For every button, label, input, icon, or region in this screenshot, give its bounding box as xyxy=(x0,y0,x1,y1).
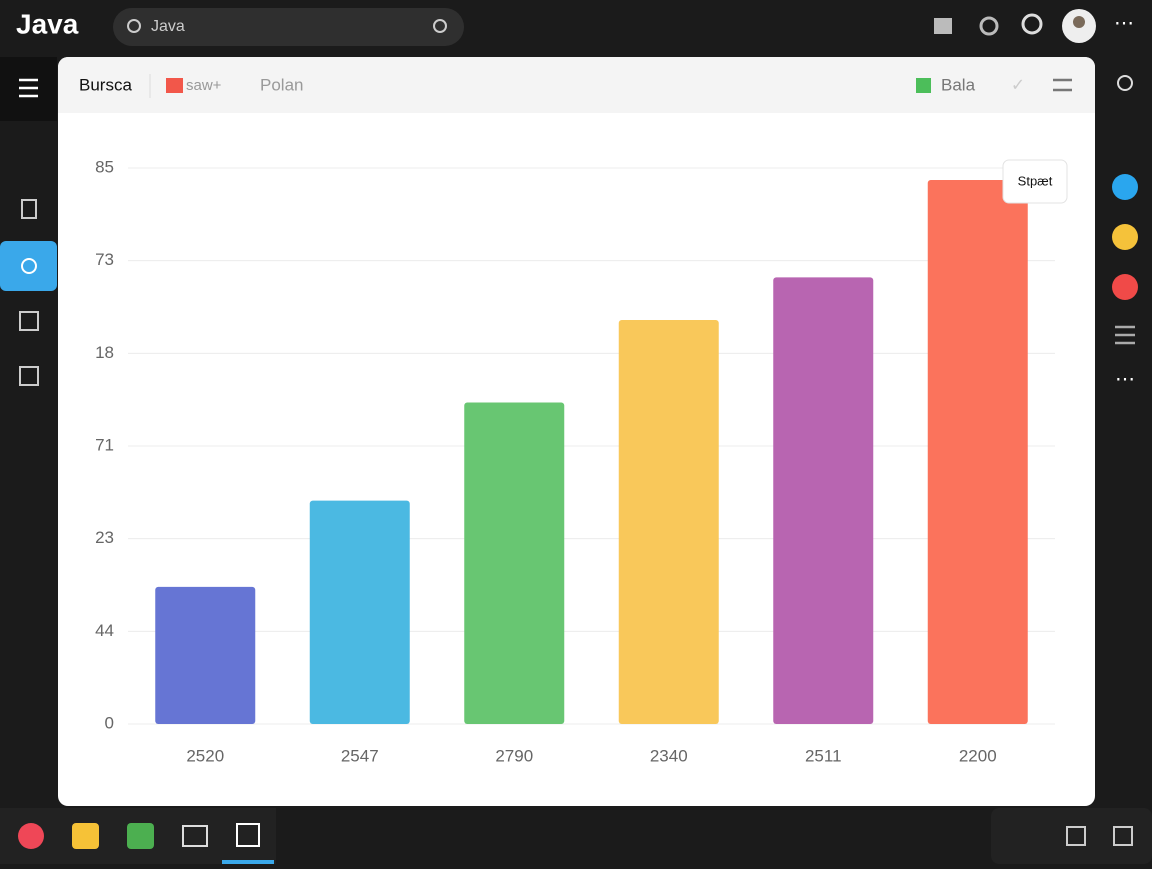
bar xyxy=(618,319,719,724)
toolbar-icon[interactable] xyxy=(934,18,952,34)
user-icon[interactable] xyxy=(1117,75,1133,91)
add-yellow[interactable] xyxy=(1112,224,1138,250)
x-tick-label: 2200 xyxy=(959,746,997,765)
app-heart[interactable] xyxy=(18,823,44,849)
active-icon xyxy=(21,258,37,274)
search-text: Java xyxy=(151,18,185,35)
add-blue[interactable] xyxy=(1112,174,1138,200)
share-icon[interactable] xyxy=(979,16,999,36)
tray xyxy=(991,808,1152,864)
tray-icon[interactable] xyxy=(1113,826,1133,846)
plot: 0 44 23 71 18 73 85 2520 2547 2790 2340 2511 2200 xyxy=(95,157,1055,765)
app-edit[interactable] xyxy=(182,825,208,847)
y-tick-label: 44 xyxy=(95,621,114,640)
pin-icon[interactable] xyxy=(1021,13,1043,35)
legend-swatch xyxy=(916,78,931,93)
search-box[interactable] xyxy=(113,8,464,46)
app-green[interactable] xyxy=(127,823,154,849)
more-menu[interactable]: ⋯ xyxy=(1114,12,1134,34)
bar xyxy=(927,180,1028,725)
bar xyxy=(773,277,874,724)
tab-2[interactable]: saw+ xyxy=(186,77,222,94)
tray-icon[interactable] xyxy=(1066,826,1086,846)
list-icon[interactable] xyxy=(1053,78,1072,92)
active-nav[interactable] xyxy=(0,241,57,291)
card-header xyxy=(58,57,1095,113)
legend-label[interactable]: Bala xyxy=(941,75,976,94)
tooltip xyxy=(1002,159,1068,204)
bar xyxy=(155,586,256,724)
panel-icon[interactable] xyxy=(19,311,39,331)
x-tick-label: 2511 xyxy=(805,746,842,765)
y-tick-label: 18 xyxy=(95,343,114,362)
y-tick-label: 85 xyxy=(95,157,114,176)
bar xyxy=(309,500,410,724)
upload-icon[interactable] xyxy=(21,199,37,219)
search-button[interactable] xyxy=(433,19,447,33)
y-tick-label: 0 xyxy=(105,713,114,732)
tab-3[interactable]: Polan xyxy=(260,75,303,94)
add-red[interactable] xyxy=(1112,274,1138,300)
tab-icon xyxy=(166,78,183,93)
y-tick-label: 73 xyxy=(95,250,114,269)
x-tick-label: 2547 xyxy=(341,746,379,765)
active-app xyxy=(222,860,274,864)
side-more[interactable]: ⋯ xyxy=(1115,368,1135,390)
store-icon[interactable] xyxy=(19,366,39,386)
y-tick-label: 71 xyxy=(95,435,114,454)
list-side[interactable] xyxy=(1115,325,1135,345)
app-chart[interactable] xyxy=(236,823,260,847)
tooltip-text: Stpæt xyxy=(1018,173,1053,188)
app-title: Java xyxy=(16,8,79,39)
search-icon xyxy=(127,19,141,33)
bar xyxy=(464,402,565,724)
avatar-head xyxy=(1073,16,1085,28)
x-tick-label: 2520 xyxy=(186,746,224,765)
x-tick-label: 2790 xyxy=(495,746,533,765)
hamburger[interactable] xyxy=(19,78,38,98)
y-tick-label: 23 xyxy=(95,528,114,547)
check-icon[interactable]: ✓ xyxy=(1011,75,1025,94)
app-yellow[interactable] xyxy=(72,823,99,849)
x-tick-label: 2340 xyxy=(650,746,688,765)
tab-title[interactable]: Bursca xyxy=(79,75,132,94)
